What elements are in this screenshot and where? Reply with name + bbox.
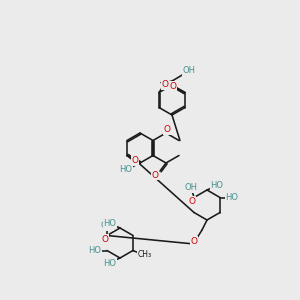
Text: O: O: [169, 82, 176, 91]
Text: CH₃: CH₃: [138, 250, 152, 259]
Text: HO: HO: [211, 181, 224, 190]
Text: O: O: [101, 235, 109, 244]
Text: OH: OH: [182, 66, 196, 75]
Text: HO: HO: [88, 246, 101, 255]
Text: O: O: [188, 196, 196, 206]
Text: O: O: [131, 156, 139, 165]
Text: HO: HO: [119, 166, 133, 175]
Text: OH: OH: [184, 183, 197, 192]
Text: HO: HO: [103, 218, 116, 227]
Text: HO: HO: [103, 259, 116, 268]
Text: OH: OH: [100, 221, 113, 230]
Text: O: O: [164, 125, 170, 134]
Text: O: O: [161, 80, 169, 89]
Text: HO: HO: [226, 193, 238, 202]
Text: O: O: [152, 170, 158, 179]
Text: O: O: [190, 236, 197, 245]
